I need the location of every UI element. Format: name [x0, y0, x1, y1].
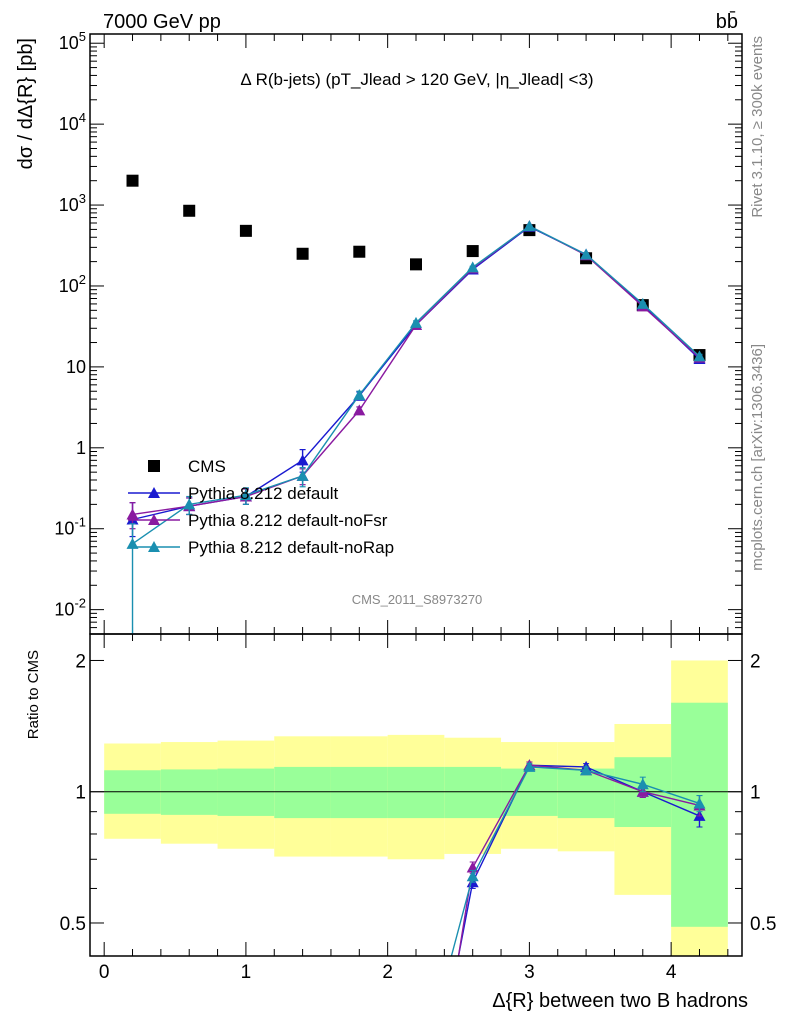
cms-data-point — [239, 224, 252, 237]
ratio-y-tick-label: 1 — [75, 783, 86, 804]
stat-uncertainty-band — [330, 766, 388, 819]
legend-label-pythia-8-212-default-norap: Pythia 8.212 default-noRap — [188, 538, 394, 557]
cms-data-point — [183, 204, 196, 217]
analysis-watermark: CMS_2011_S8973270 — [352, 592, 483, 607]
cms-data-point — [410, 258, 422, 271]
x-axis-label: Δ{R} between two B hadrons — [492, 990, 748, 1012]
x-tick-label: 1 — [241, 962, 252, 983]
main-y-axis-label: dσ / dΔ{R} [pb] — [15, 38, 37, 169]
ratio-plot: 0.5 0.5 1 1 2 2 0 1 2 3 4 — [60, 633, 776, 983]
stat-uncertainty-band — [217, 768, 275, 816]
pythia-8-212-default-norap-point — [410, 316, 422, 328]
pythia-8-212-default-norap-point — [353, 388, 366, 400]
x-tick-label: 2 — [382, 962, 393, 983]
cms-data-point — [353, 245, 366, 258]
x-tick-label: 3 — [524, 962, 535, 983]
main-y-tick-label: 104 — [59, 110, 86, 134]
pythia-8-212-default-norap-point — [693, 350, 706, 362]
main-y-tick-label: 103 — [59, 191, 86, 215]
ratio-pythia-8-212-default-norap-point — [580, 764, 593, 776]
cms-data-point — [466, 245, 479, 258]
pythia-8-212-default-norap-point — [523, 220, 536, 232]
main-plot-title: Δ R(b-jets) (pT_Jlead > 120 GeV, |η_Jlea… — [240, 70, 593, 89]
main-plot: 10-2 10-1 1 10 102 103 104 105 — [54, 29, 743, 635]
ratio-pythia-8-212-default-line — [457, 764, 700, 957]
x-tick-label: 0 — [99, 962, 110, 983]
legend-marker-cms — [148, 460, 160, 472]
legend-label-pythia-8-212-default: Pythia 8.212 default — [188, 484, 339, 503]
legend-label-cms: CMS — [188, 457, 226, 476]
stat-uncertainty-band — [274, 766, 331, 819]
stat-uncertainty-band — [501, 768, 558, 816]
ratio-y-tick-label: 0.5 — [60, 914, 86, 935]
legend-marker-pythia-8-212-default-nofsr — [148, 514, 160, 525]
cms-data-point — [296, 247, 309, 260]
ratio-pythia-8-212-default-norap-point — [693, 797, 706, 809]
stat-uncertainty-band — [387, 766, 445, 819]
pythia-8-212-default-point — [296, 454, 309, 466]
x-tick-label: 4 — [666, 962, 677, 983]
pythia-8-212-default-norap-point — [239, 489, 252, 501]
pythia-8-212-default-norap-point — [636, 297, 649, 309]
ratio-y-axis-label: Ratio to CMS — [25, 650, 42, 739]
legend-marker-pythia-8-212-default-norap — [148, 541, 160, 552]
process-label: bb̄ — [716, 10, 738, 33]
stat-uncertainty-band — [444, 766, 502, 819]
legend-label-pythia-8-212-default-nofsr: Pythia 8.212 default-noFsr — [188, 511, 388, 530]
pythia-8-212-default-norap-point — [466, 261, 479, 273]
pythia-8-212-default-norap-point — [580, 248, 593, 260]
pythia-8-212-default-nofsr-point — [353, 404, 366, 416]
ratio-pythia-8-212-default-norap-point — [636, 778, 649, 790]
main-y-tick-label: 10 — [66, 357, 86, 377]
legend: CMS Pythia 8.212 default Pythia 8.212 defa… — [128, 457, 394, 557]
main-y-tick-label: 10-2 — [54, 596, 86, 620]
ratio-y-tick-label-right: 1 — [750, 783, 761, 804]
pythia-8-212-default-nofsr-point — [126, 508, 139, 520]
main-y-tick-label: 102 — [59, 272, 86, 296]
main-y-tick-label: 10-1 — [54, 515, 86, 539]
legend-marker-pythia-8-212-default — [148, 487, 160, 498]
ratio-y-tick-label-right: 0.5 — [750, 914, 776, 935]
pythia-8-212-default-norap-point — [296, 469, 309, 481]
pythia-8-212-default-norap-point — [126, 537, 139, 549]
rivet-label: Rivet 3.1.10, ≥ 300k events — [749, 36, 766, 218]
energy-label: 7000 GeV pp — [103, 11, 221, 33]
main-y-tick-label: 1 — [76, 438, 86, 458]
pythia-8-212-default-norap-point — [183, 498, 196, 510]
ratio-pythia-8-212-default-norap-point — [523, 760, 536, 772]
ratio-y-tick-label: 2 — [75, 651, 86, 672]
cms-data-point — [126, 174, 139, 187]
ratio-y-tick-label-right: 2 — [750, 651, 761, 672]
main-y-tick-label: 105 — [59, 29, 86, 53]
ratio-pythia-8-212-default-norap-point — [466, 870, 479, 882]
mcplots-label: mcplots.cern.ch [arXiv:1306.3436] — [749, 344, 766, 571]
ratio-pythia-8-212-default-norap-line — [450, 766, 700, 957]
